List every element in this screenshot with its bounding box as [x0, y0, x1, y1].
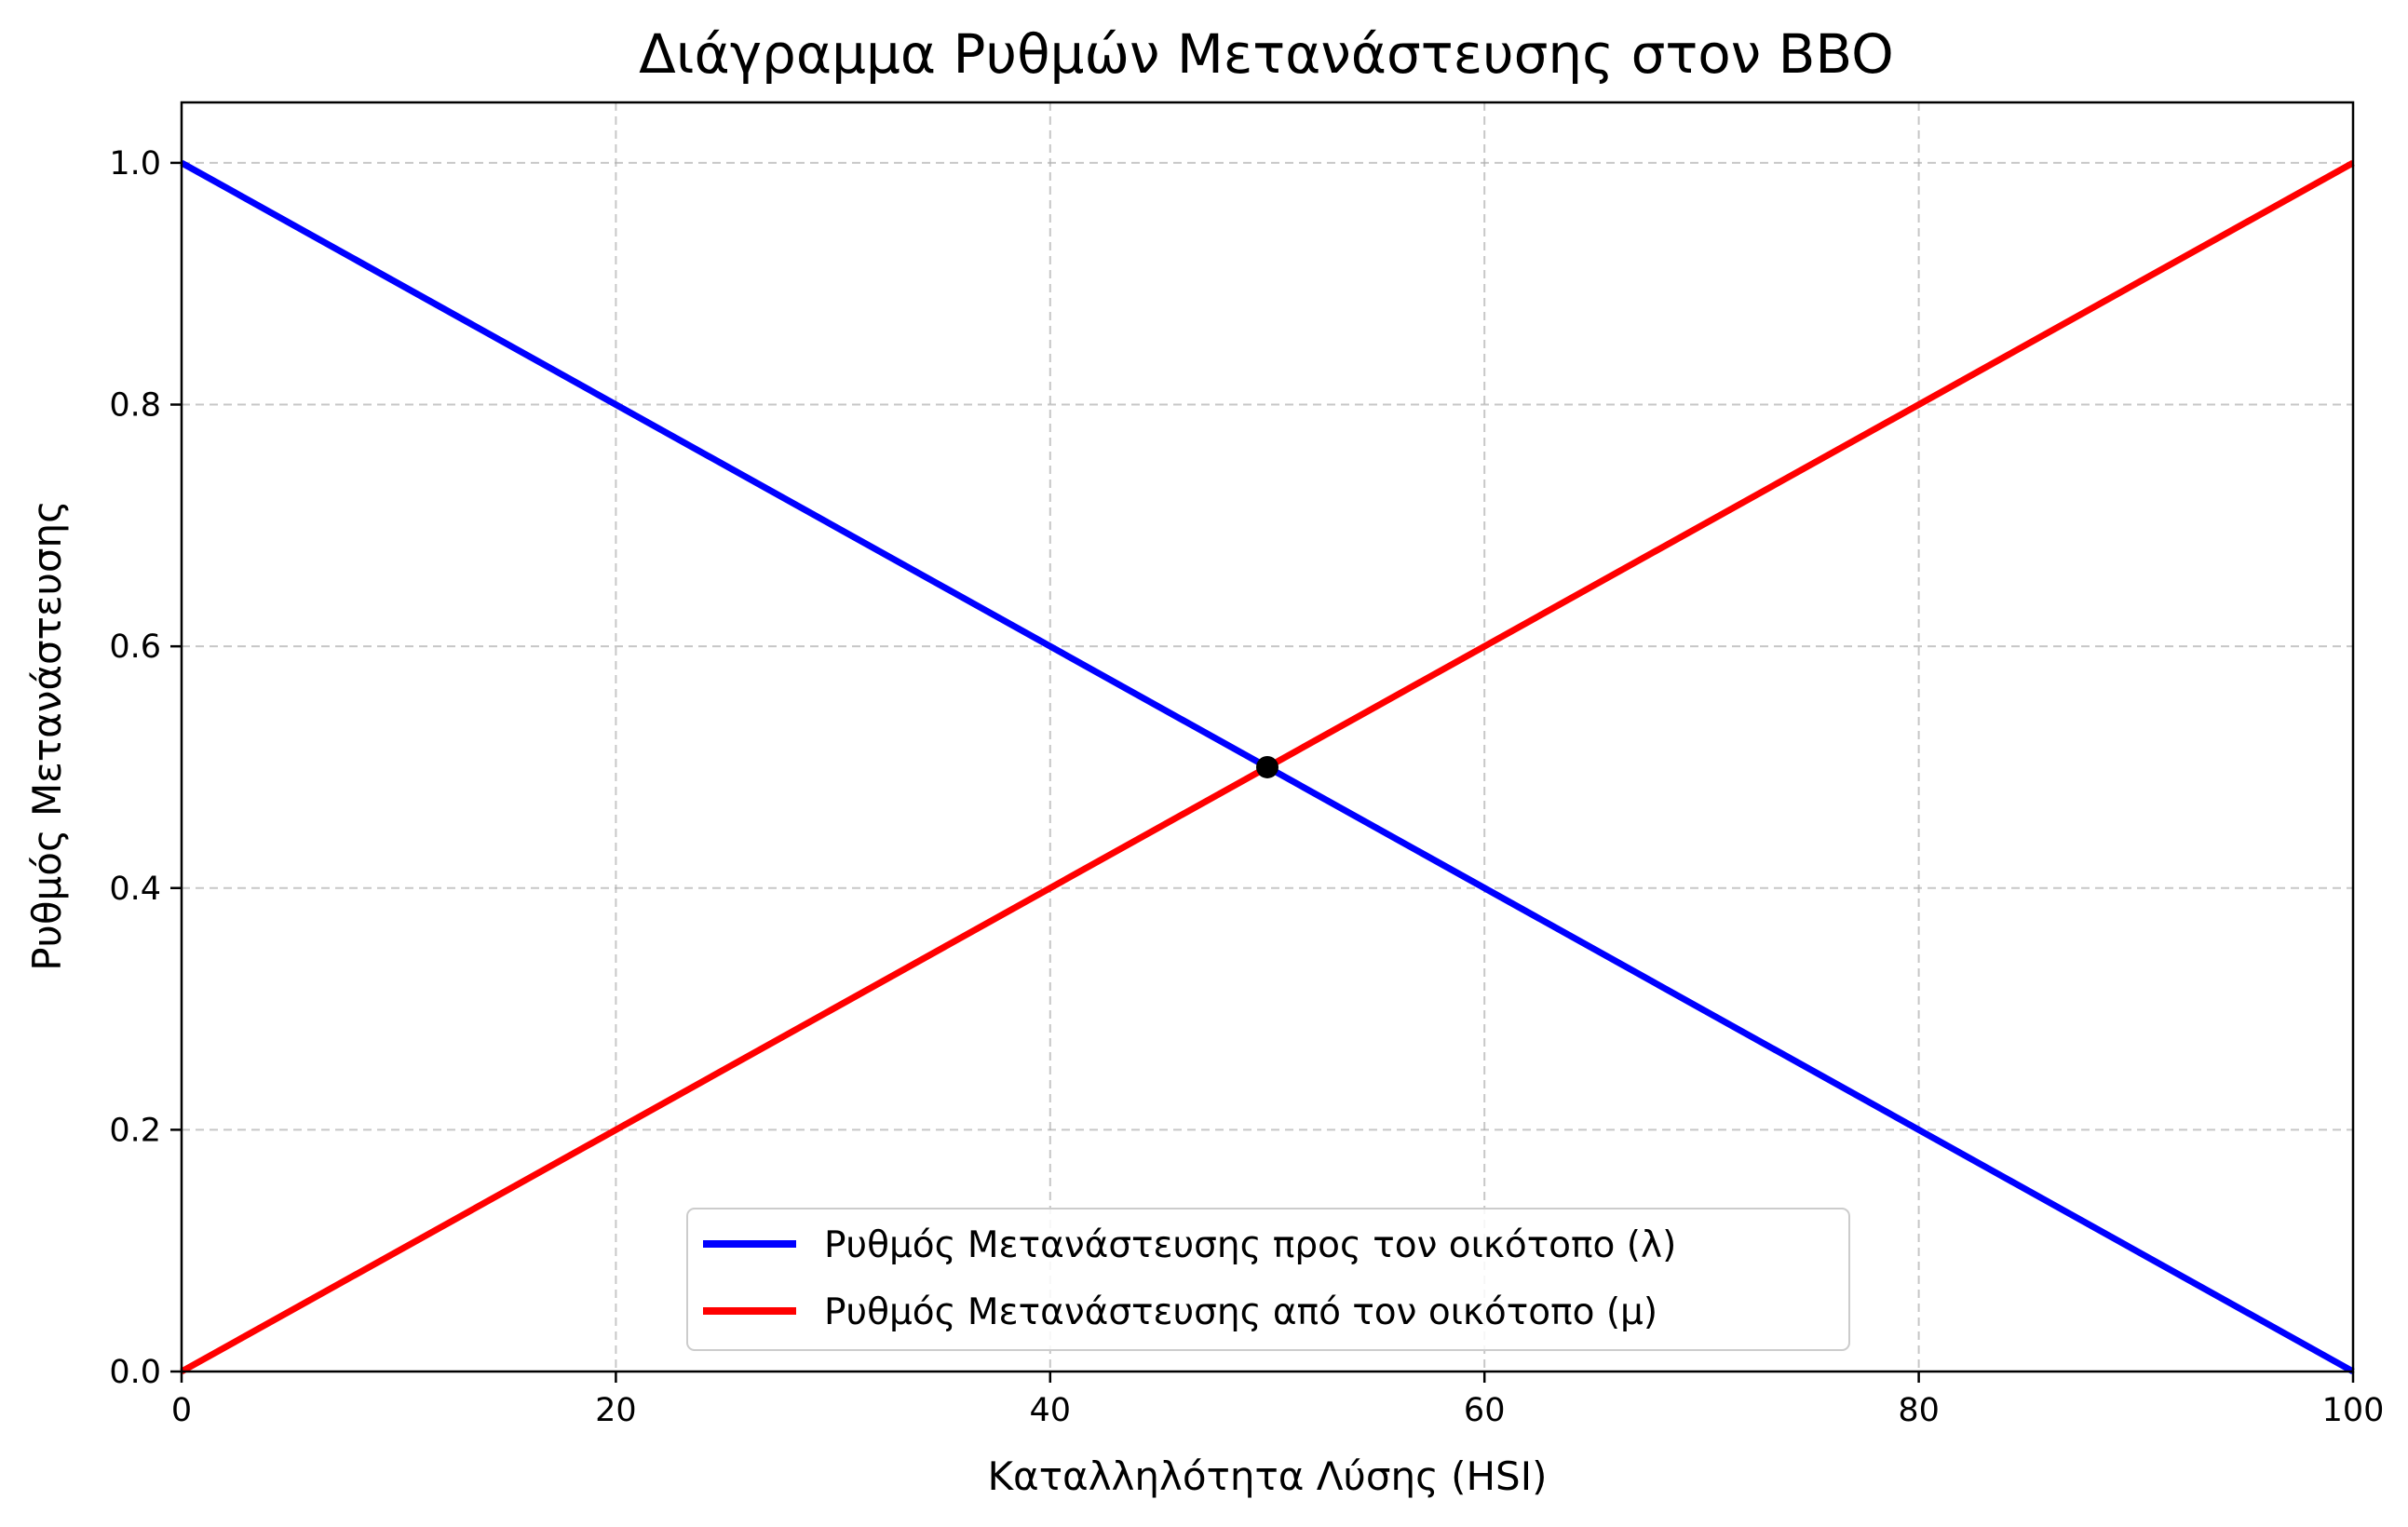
x-tick-label: 60 — [1464, 1392, 1506, 1429]
y-tick-label: 0.2 — [109, 1112, 161, 1149]
points-layer — [1256, 755, 1278, 778]
x-tick-label: 40 — [1030, 1392, 1072, 1429]
y-tick-label: 0.8 — [109, 387, 161, 425]
legend-label-mu: Ρυθμός Μετανάστευσης από τον οικότοπο (μ… — [824, 1291, 1657, 1333]
y-tick-label: 0.4 — [109, 871, 161, 908]
x-tick-label: 0 — [171, 1392, 192, 1429]
x-tick-label: 100 — [2322, 1392, 2385, 1429]
legend-box — [686, 1208, 1850, 1351]
plot-frame — [180, 101, 2355, 1373]
x-axis-label: Καταλληλότητα Λύσης (HSI) — [988, 1453, 1548, 1499]
axis-ticks: 0 20 40 60 80 100 0.0 0.2 0.4 0.6 0.8 1.0 — [109, 145, 2384, 1429]
intersection-point — [1256, 755, 1278, 778]
chart-title: Διάγραμμα Ρυθμών Μετανάστευσης στον BBO — [639, 22, 1894, 86]
x-tick-label: 20 — [595, 1392, 637, 1429]
y-tick-label: 1.0 — [109, 145, 161, 182]
y-axis-label: Ρυθμός Μετανάστευσης — [24, 500, 70, 971]
legend: Ρυθμός Μετανάστευσης προς τον οικότοπο (… — [686, 1208, 1850, 1351]
x-tick-label: 80 — [1898, 1392, 1940, 1429]
legend-label-lambda: Ρυθμός Μετανάστευσης προς τον οικότοπο (… — [824, 1224, 1676, 1266]
y-tick-label: 0.0 — [109, 1354, 161, 1391]
y-tick-label: 0.6 — [109, 628, 161, 666]
